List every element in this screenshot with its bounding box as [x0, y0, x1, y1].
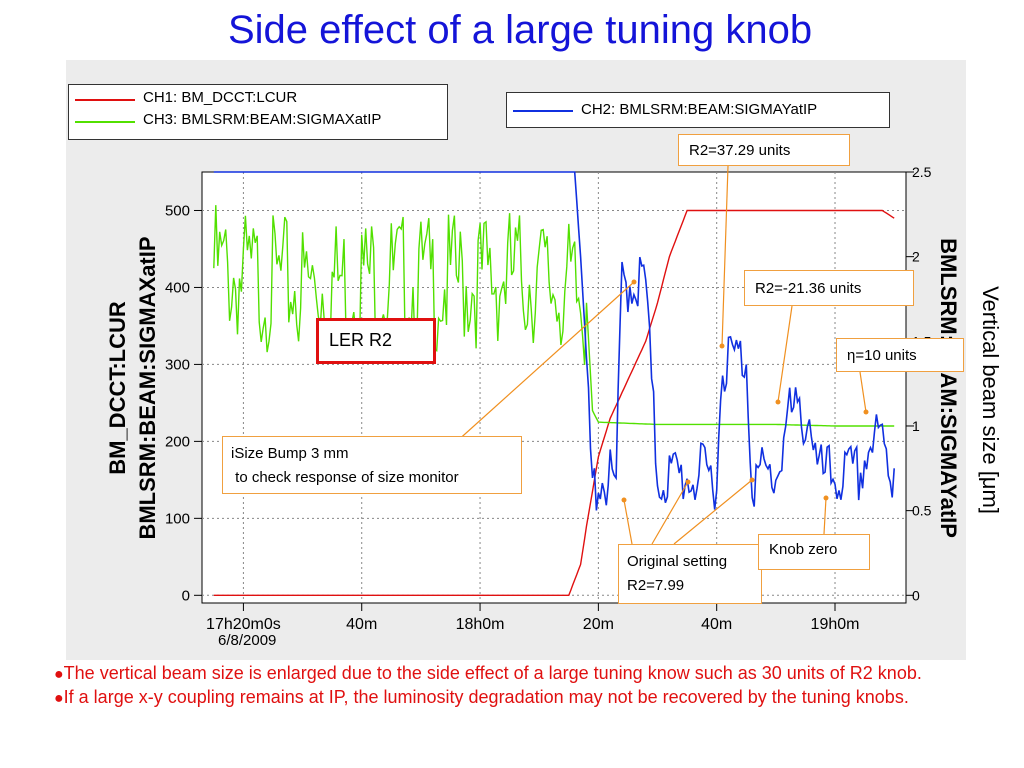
orig-line1: Original setting — [627, 553, 728, 570]
annotation-leader — [859, 371, 867, 413]
annotation-leader — [623, 499, 633, 545]
y-right-tick-label: 2 — [912, 249, 920, 265]
x-tick-label: 20m — [583, 616, 614, 633]
eta-annotation: η=10 units — [836, 338, 964, 372]
annotation-leader — [777, 305, 793, 403]
x-tick-label: 18h0m — [456, 616, 505, 633]
original-setting-annotation: Original setting R2=7.99 — [618, 544, 762, 604]
annotation-arrowhead — [631, 279, 637, 285]
r2-37-annotation: R2=37.29 units — [678, 134, 850, 166]
annotation-arrowhead — [863, 409, 869, 415]
annotation-leader — [721, 165, 729, 347]
legend-label-ch3: CH3: BMLSRM:BEAM:SIGMAXatIP — [143, 111, 382, 128]
x-tick-label: 19h0m — [811, 616, 860, 633]
isize-line1: iSize Bump 3 mm — [231, 445, 349, 462]
bullet-2-text: If a large x-y coupling remains at IP, t… — [63, 687, 909, 707]
y-right-tick-label: 1 — [912, 418, 920, 434]
y-right-tick-label: 2.5 — [912, 164, 932, 180]
legend-label-ch2: CH2: BMLSRM:BEAM:SIGMAYatIP — [581, 101, 818, 118]
annotation-arrowhead — [823, 495, 829, 501]
knob-zero-annotation: Knob zero — [758, 534, 870, 570]
legend-label-ch1: CH1: BM_DCCT:LCUR — [143, 89, 298, 106]
y-left-tick-label: 300 — [165, 356, 190, 373]
isize-annotation: iSize Bump 3 mm to check response of siz… — [222, 436, 522, 494]
bullet-dot-icon: ● — [54, 666, 64, 683]
date-label: 6/8/2009 — [218, 632, 277, 649]
left-axis-title-2: BMLSRM:BEAM:SIGMAXatIP — [135, 236, 160, 540]
y-left-tick-label: 100 — [165, 510, 190, 527]
y-right-tick-label: 0 — [912, 587, 920, 603]
annotation-arrowhead — [621, 497, 627, 503]
page-title: Side effect of a large tuning knob — [227, 8, 813, 52]
series-line-2 — [213, 171, 895, 511]
y-left-tick-label: 0 — [182, 587, 190, 604]
annotation-leader — [444, 281, 635, 453]
legend-swatch-ch3 — [75, 121, 135, 123]
y-left-tick-label: 500 — [165, 202, 190, 219]
legend-swatch-ch2 — [513, 110, 573, 112]
annotation-arrowhead — [749, 477, 755, 483]
right-axis-title: BMLSRM:BEAM:SIGMAYatIP — [936, 238, 961, 538]
isize-line2: to check response of size monitor — [231, 469, 459, 486]
annotation-arrowhead — [719, 343, 725, 349]
y-left-tick-label: 200 — [165, 433, 190, 450]
outer-axis-title: Vertical beam size [μm] — [978, 286, 1003, 514]
annotation-arrowhead — [775, 399, 781, 405]
ler-r2-box: LER R2 — [316, 318, 436, 364]
legend-left: CH1: BM_DCCT:LCUR CH3: BMLSRM:BEAM:SIGMA… — [68, 84, 448, 140]
y-right-tick-label: 0.5 — [912, 503, 932, 519]
annotation-arrowhead — [685, 479, 691, 485]
bullet-1: ●The vertical beam size is enlarged due … — [54, 662, 984, 686]
annotation-leader — [651, 481, 689, 545]
legend-right: CH2: BMLSRM:BEAM:SIGMAYatIP — [506, 92, 890, 128]
bullet-dot-icon: ● — [54, 690, 64, 707]
x-tick-label: 40m — [346, 616, 377, 633]
x-tick-label: 40m — [701, 616, 732, 633]
left-axis-title-1: BM_DCCT:LCUR — [105, 301, 130, 475]
x-tick-label: 17h20m0s — [206, 616, 281, 633]
plot-frame — [201, 171, 907, 604]
annotation-leader — [673, 479, 753, 545]
orig-line2: R2=7.99 — [627, 577, 685, 594]
r2-21-annotation: R2=-21.36 units — [744, 270, 914, 306]
series-line-0 — [213, 209, 895, 596]
bullet-1-text: The vertical beam size is enlarged due t… — [63, 663, 922, 683]
bullet-2: ●If a large x-y coupling remains at IP, … — [54, 686, 984, 710]
annotation-leader — [823, 497, 827, 535]
legend-swatch-ch1 — [75, 99, 135, 101]
bullet-list: ●The vertical beam size is enlarged due … — [54, 662, 984, 710]
y-left-tick-label: 400 — [165, 279, 190, 296]
